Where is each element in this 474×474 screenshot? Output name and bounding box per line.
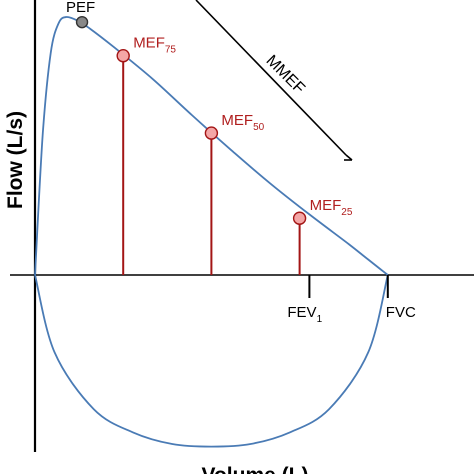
mmef-bracket [195,0,353,161]
pef-point [75,15,89,29]
fev1-label: FEV1 [287,304,322,325]
y-axis-label: Flow (L/s) [4,111,27,209]
mef50-label: MEF50 [221,112,264,133]
mef25-label-subscript: 25 [341,207,353,218]
mef75-label: MEF75 [133,35,176,56]
mef50-label-subscript: 50 [253,122,265,133]
pef-label: PEF [66,0,95,16]
mef75-label-subscript: 75 [165,45,177,56]
fvc-label: FVC [386,304,416,321]
mef25-label: MEF25 [310,197,353,218]
mef25-point [292,211,307,225]
inspiratory-curve [34,274,389,448]
x-axis-label: Volume (L) [202,464,309,474]
mef50-point [204,126,219,140]
fev1-label-subscript: 1 [317,314,323,325]
mef75-point [116,49,130,63]
